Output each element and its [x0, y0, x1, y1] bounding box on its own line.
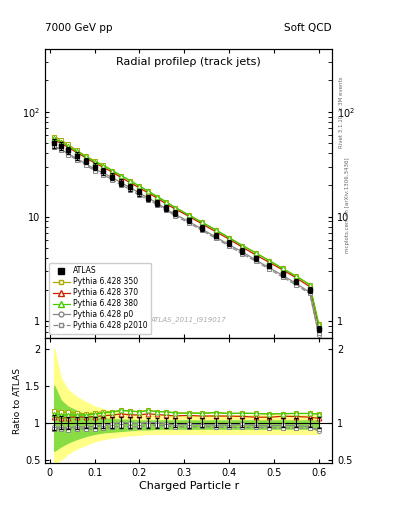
- X-axis label: Charged Particle r: Charged Particle r: [138, 481, 239, 491]
- Y-axis label: Ratio to ATLAS: Ratio to ATLAS: [13, 368, 22, 434]
- Text: Rivet 3.1.10, ≥ 3M events: Rivet 3.1.10, ≥ 3M events: [339, 77, 344, 148]
- Text: Soft QCD: Soft QCD: [285, 23, 332, 33]
- Legend: ATLAS, Pythia 6.428 350, Pythia 6.428 370, Pythia 6.428 380, Pythia 6.428 p0, Py: ATLAS, Pythia 6.428 350, Pythia 6.428 37…: [49, 263, 151, 334]
- Text: 7000 GeV pp: 7000 GeV pp: [45, 23, 113, 33]
- Text: ATLAS_2011_I919017: ATLAS_2011_I919017: [151, 316, 226, 323]
- Text: Radial profileρ (track jets): Radial profileρ (track jets): [116, 57, 261, 67]
- Text: mcplots.cern.ch [arXiv:1306.3436]: mcplots.cern.ch [arXiv:1306.3436]: [345, 157, 350, 252]
